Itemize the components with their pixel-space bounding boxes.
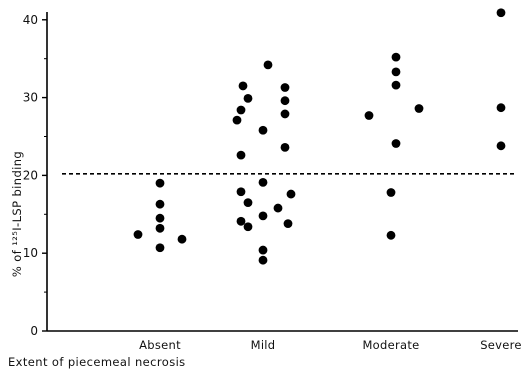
data-points — [133, 8, 506, 265]
data-point — [236, 150, 246, 160]
data-point — [155, 178, 165, 188]
data-point — [283, 219, 293, 229]
y-tick-label: 20 — [23, 168, 38, 182]
axes — [46, 12, 518, 332]
x-category-label: Moderate — [362, 338, 419, 352]
data-point — [386, 230, 396, 240]
data-point — [232, 115, 242, 125]
data-point — [243, 93, 253, 103]
data-point — [236, 105, 246, 115]
data-point — [391, 67, 401, 77]
data-point — [243, 198, 253, 208]
x-category-label: Absent — [139, 338, 181, 352]
data-point — [243, 222, 253, 232]
x-category-label: Severe — [480, 338, 522, 352]
data-point — [133, 230, 143, 239]
data-point — [280, 96, 290, 106]
data-point — [155, 223, 165, 233]
data-point — [155, 213, 165, 223]
data-point — [155, 243, 165, 253]
x-category-labels: Absent Mild Moderate Severe — [139, 338, 522, 352]
x-category-label: Mild — [251, 338, 276, 352]
data-point — [238, 81, 248, 91]
y-tick-label: 30 — [23, 91, 38, 105]
data-point — [258, 245, 268, 255]
data-point — [391, 139, 401, 148]
data-point — [258, 211, 268, 221]
data-point — [391, 52, 401, 62]
data-point — [280, 109, 290, 119]
data-point — [258, 125, 268, 135]
data-point — [258, 255, 268, 265]
data-point — [280, 142, 290, 152]
data-point — [236, 187, 246, 197]
x-axis-title: Extent of piecemeal necrosis — [8, 355, 186, 369]
data-point — [286, 189, 296, 199]
y-tick-label: 10 — [23, 246, 38, 260]
y-tick-label: 40 — [23, 13, 38, 27]
data-point — [258, 177, 268, 187]
data-point — [391, 80, 401, 90]
data-point — [496, 141, 506, 151]
data-point — [155, 199, 165, 209]
data-point — [414, 104, 424, 113]
data-point — [386, 188, 396, 197]
data-point — [496, 8, 506, 18]
data-point — [280, 83, 290, 92]
y-tick-label: 0 — [30, 324, 38, 338]
data-point — [273, 203, 283, 213]
data-point — [177, 234, 187, 244]
data-point — [263, 60, 273, 70]
data-point — [236, 216, 246, 226]
data-point — [496, 103, 506, 113]
y-ticks: 0 10 20 30 40 — [23, 13, 47, 338]
data-point — [364, 111, 374, 120]
y-axis-title: % of ¹²⁵I-LSP binding — [10, 151, 24, 277]
